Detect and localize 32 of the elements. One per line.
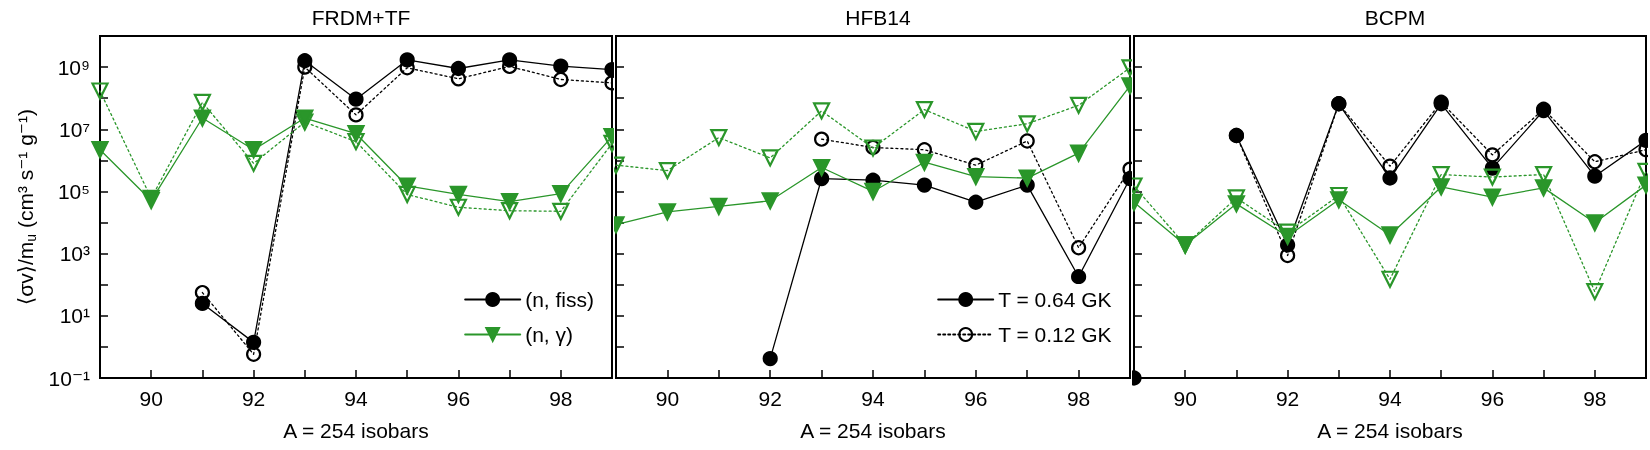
legend-label: T = 0.12 GK bbox=[998, 323, 1112, 346]
x-axis-title: A = 254 isobars bbox=[283, 419, 429, 442]
x-tick-label: 98 bbox=[549, 387, 573, 410]
x-axis-title: A = 254 isobars bbox=[1317, 419, 1463, 442]
x-tick-label: 98 bbox=[1583, 387, 1607, 410]
legend-label: T = 0.64 GK bbox=[998, 288, 1112, 311]
y-tick-label: 10⁹ bbox=[57, 55, 90, 79]
y-tick-label: 10⁷ bbox=[59, 117, 90, 141]
x-tick-label: 96 bbox=[964, 387, 988, 410]
x-tick-label: 98 bbox=[1066, 387, 1091, 410]
chart-title: FRDM+TF bbox=[311, 6, 411, 29]
x-tick-label: 90 bbox=[1173, 387, 1197, 410]
x-tick-label: 92 bbox=[1275, 387, 1300, 410]
chart-title: BCPM bbox=[1364, 6, 1426, 29]
y-tick-label: 10³ bbox=[59, 242, 90, 266]
y-tick-label: 10⁻¹ bbox=[48, 366, 91, 390]
x-tick-label: 94 bbox=[1378, 387, 1402, 410]
x-axis-title: A = 254 isobars bbox=[800, 419, 946, 442]
x-tick-label: 94 bbox=[861, 387, 885, 410]
y-axis-title: ⟨σv⟩/mu (cm³ s⁻¹ g⁻¹) bbox=[14, 109, 39, 305]
y-tick-label: 10¹ bbox=[59, 304, 90, 328]
x-tick-label: 96 bbox=[446, 387, 471, 410]
x-tick-label: 90 bbox=[655, 387, 680, 410]
x-tick-label: 96 bbox=[1480, 387, 1505, 410]
x-tick-label: 94 bbox=[344, 387, 368, 410]
x-tick-label: 92 bbox=[241, 387, 266, 410]
y-tick-label: 10⁵ bbox=[57, 179, 90, 203]
x-tick-label: 92 bbox=[758, 387, 782, 410]
legend-label: (n, γ) bbox=[525, 323, 574, 346]
x-tick-label: 90 bbox=[139, 387, 163, 410]
legend-label: (n, fiss) bbox=[525, 288, 595, 311]
chart-title: HFB14 bbox=[845, 6, 911, 29]
